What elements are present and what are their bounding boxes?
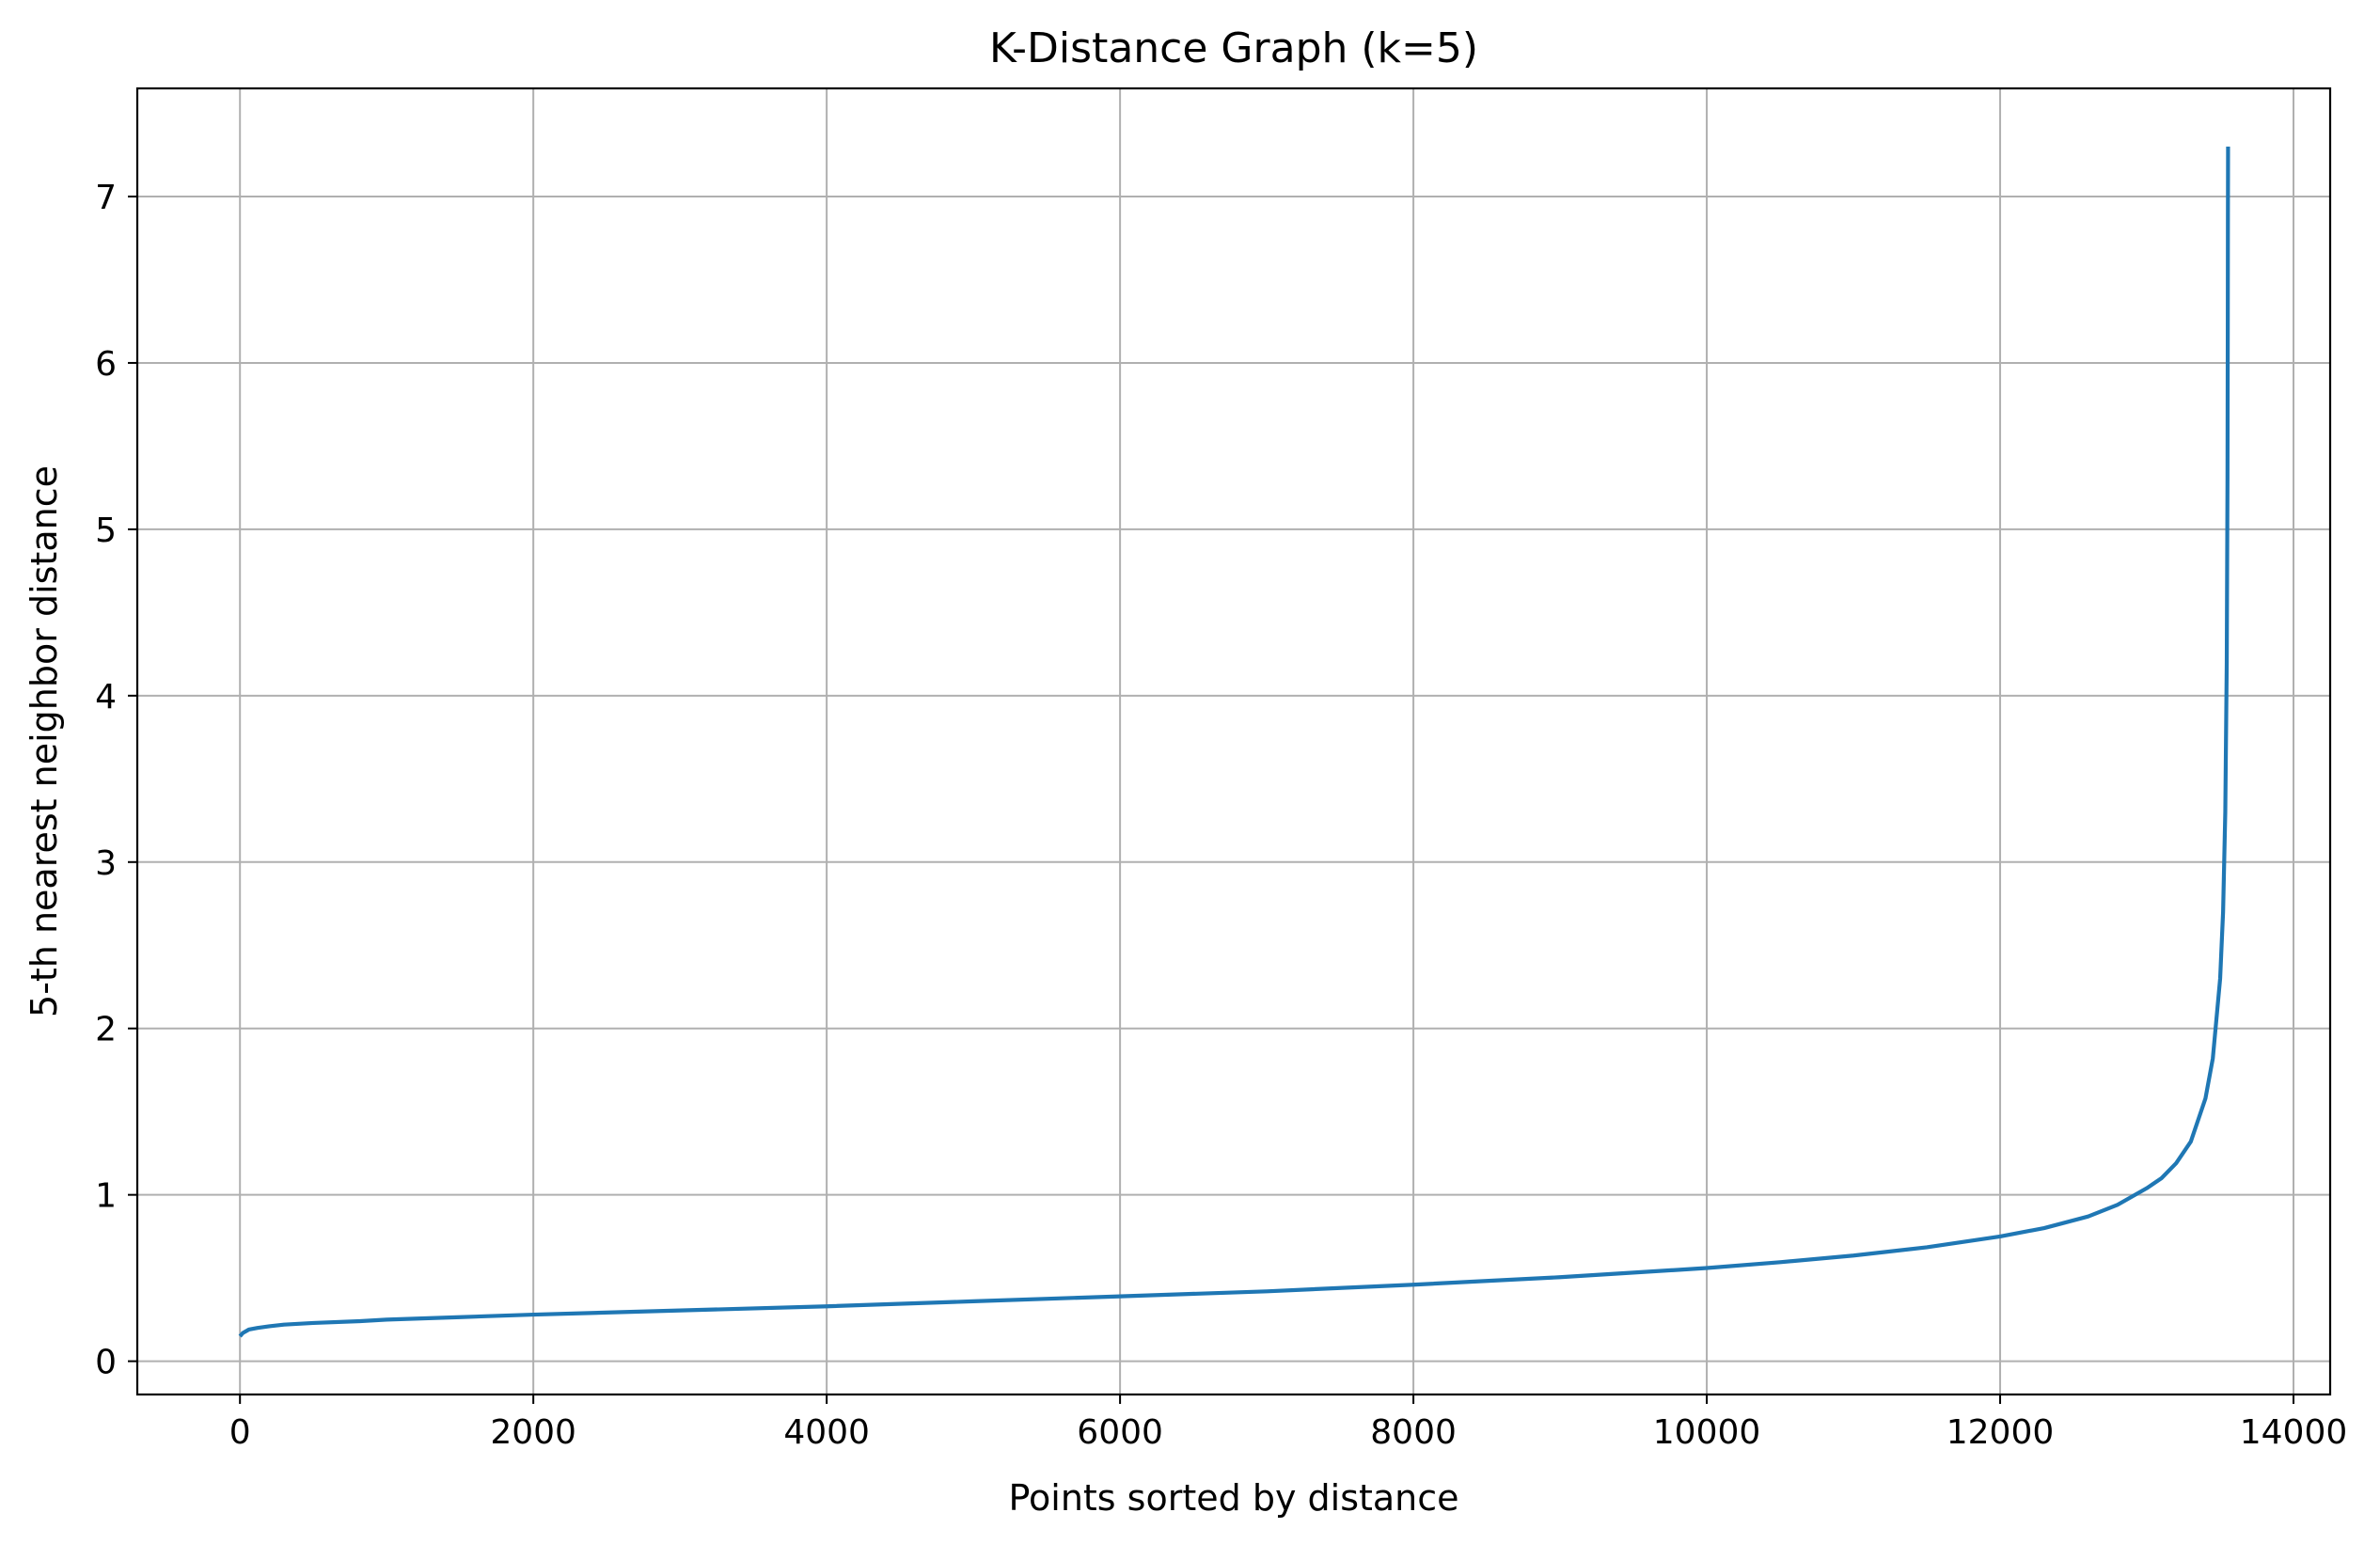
y-tick-label: 6 [95, 345, 117, 384]
x-tick-label: 0 [229, 1413, 251, 1452]
series-layer [238, 146, 2230, 1338]
y-tick-label: 5 [95, 512, 117, 550]
axis-ticks: 0 2000 4000 6000 8000 10000 12000 14000 0 1 2 3 4 5 6 7 [95, 179, 2347, 1452]
gridlines [137, 88, 2330, 1394]
y-tick-label: 7 [95, 179, 117, 217]
x-tick-label: 12000 [1947, 1413, 2055, 1452]
y-axis-label: 5-th nearest neighbor distance [24, 465, 65, 1017]
series-line-0 [238, 146, 2230, 1338]
x-axis-label: Points sorted by distance [1008, 1477, 1458, 1519]
x-tick-label: 8000 [1370, 1413, 1457, 1452]
y-tick-label: 0 [95, 1344, 117, 1382]
x-tick-label: 14000 [2240, 1413, 2348, 1452]
y-tick-label: 4 [95, 678, 117, 717]
chart-title: K-Distance Graph (k=5) [989, 24, 1478, 72]
x-tick-label: 10000 [1653, 1413, 1761, 1452]
y-tick-label: 2 [95, 1011, 117, 1049]
y-tick-label: 1 [95, 1177, 117, 1216]
x-tick-label: 4000 [783, 1413, 870, 1452]
plot-area-frame [135, 87, 2332, 1396]
x-tick-label: 2000 [490, 1413, 576, 1452]
y-tick-label: 3 [95, 844, 117, 883]
x-tick-label: 6000 [1077, 1413, 1163, 1452]
